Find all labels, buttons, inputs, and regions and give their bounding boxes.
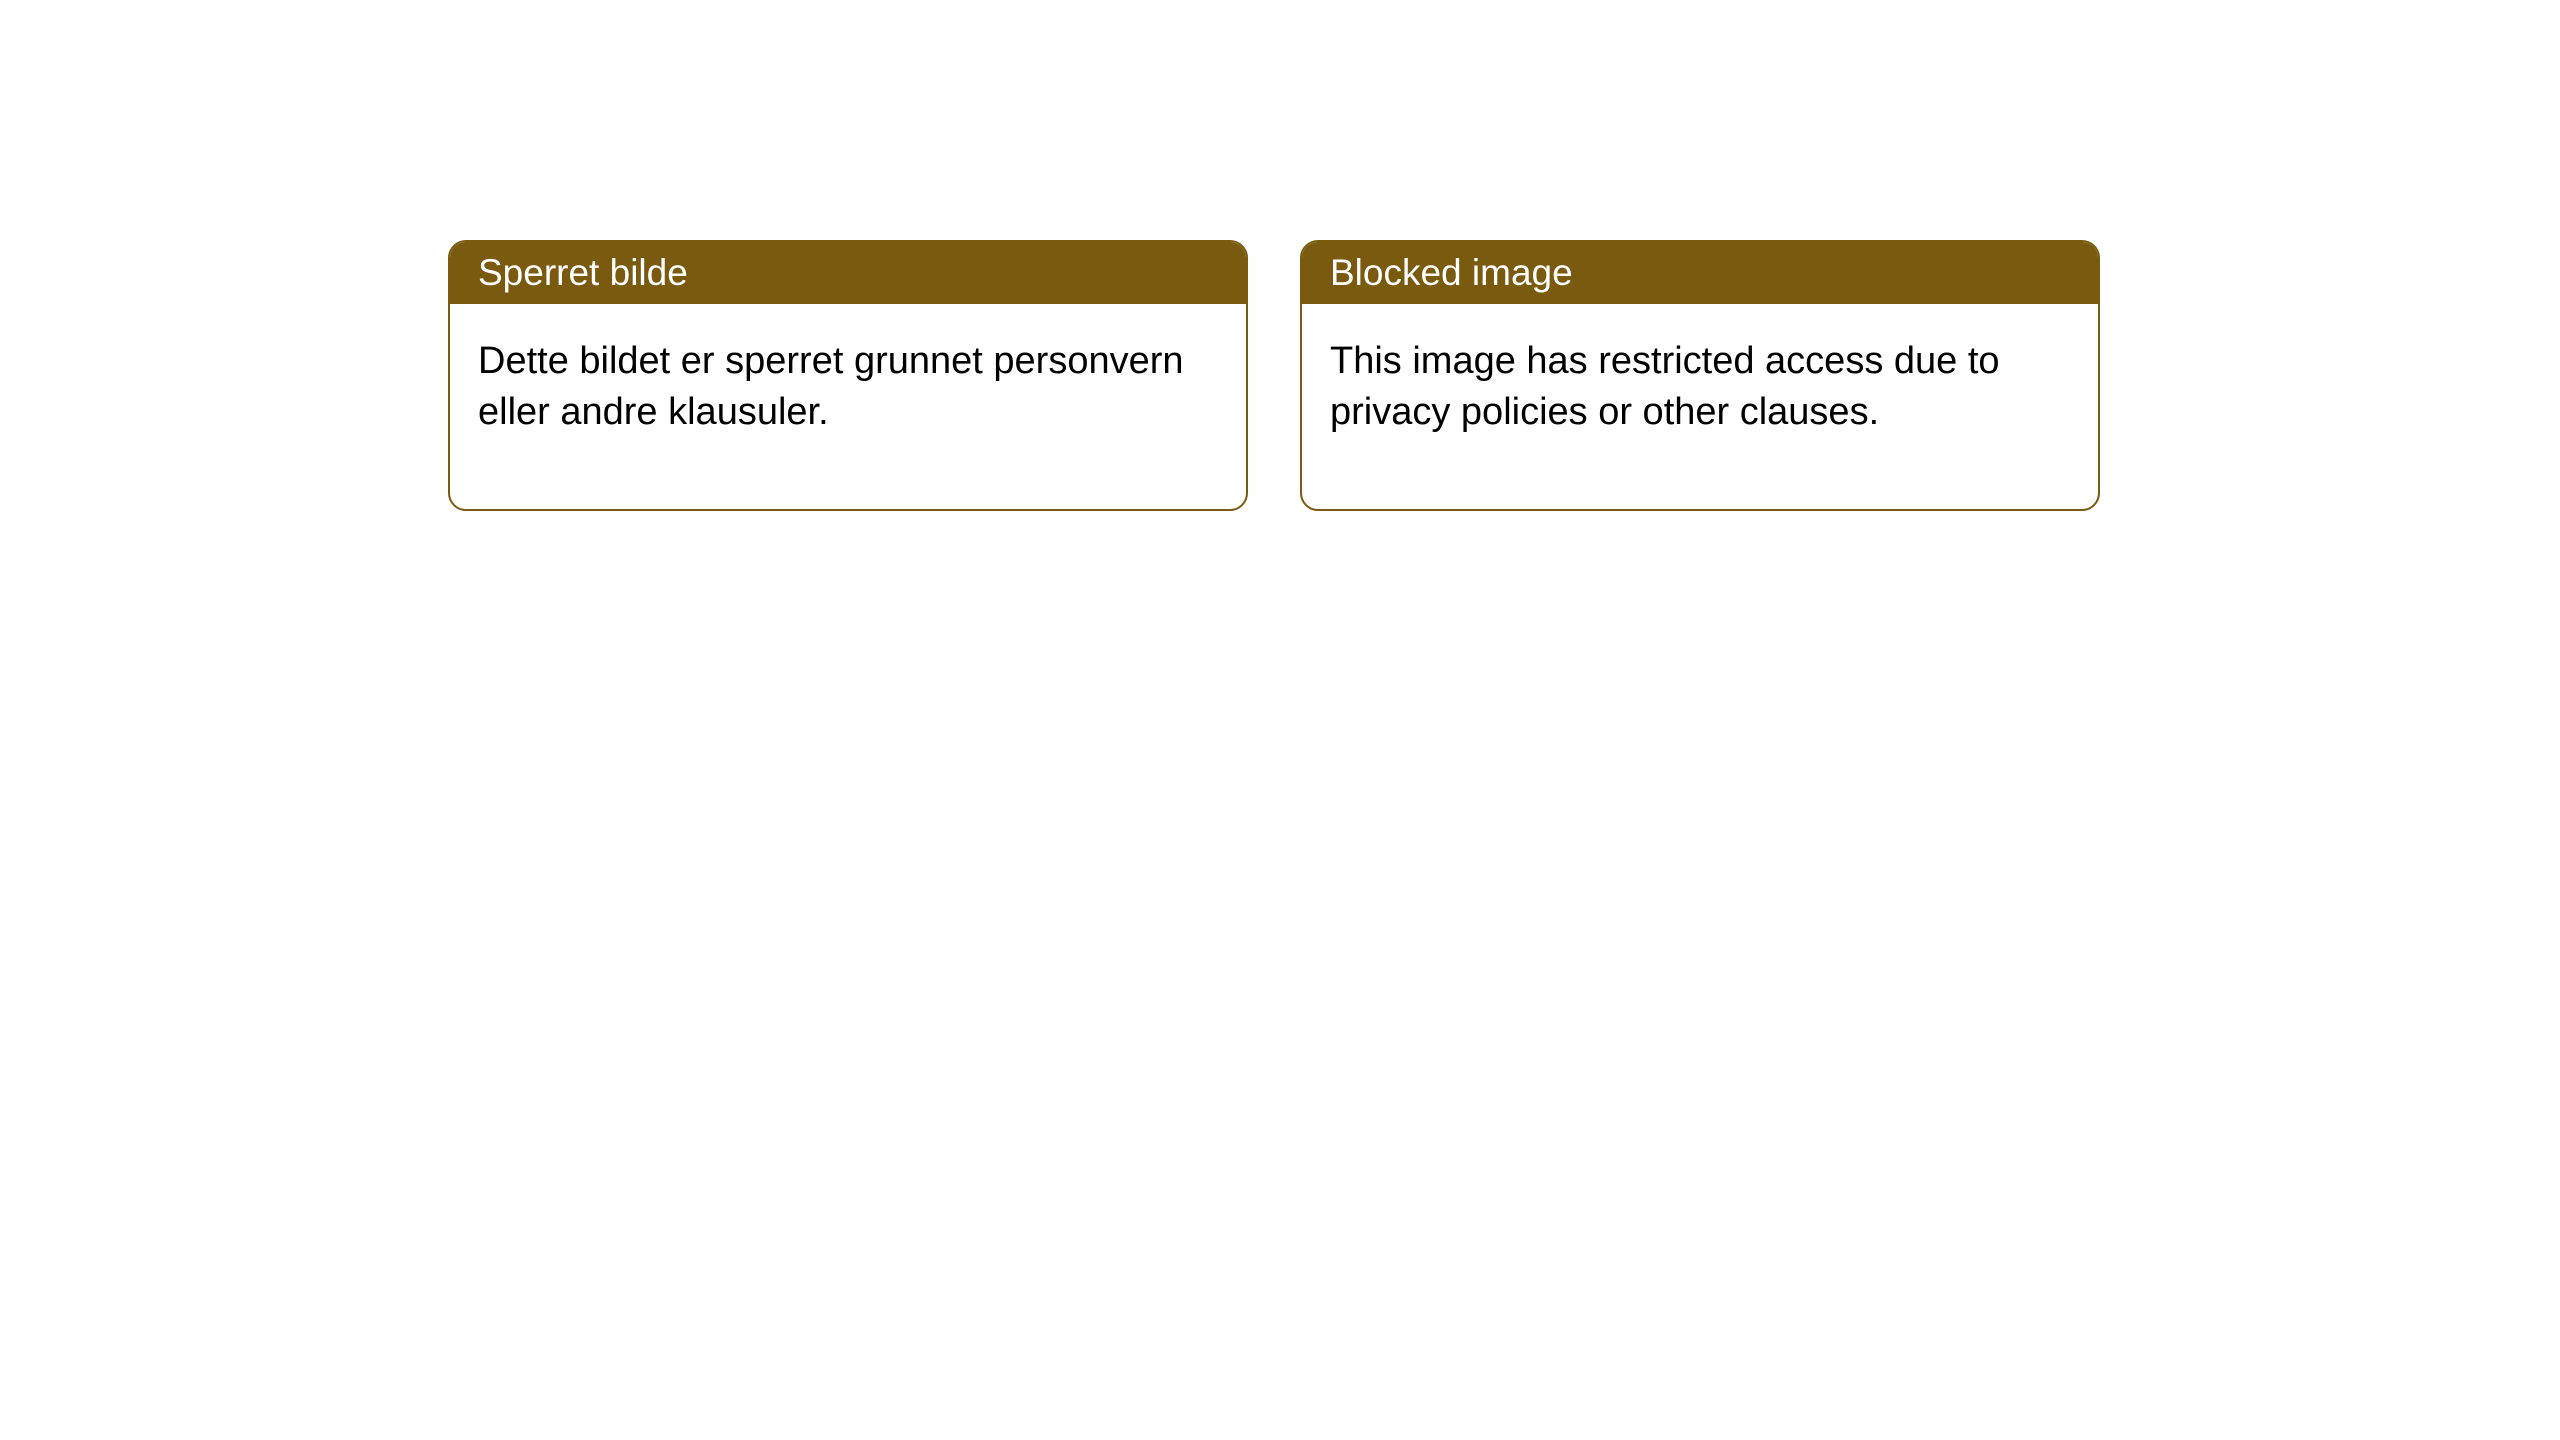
notice-header: Sperret bilde <box>450 242 1246 304</box>
notice-title: Sperret bilde <box>478 252 688 293</box>
notice-header: Blocked image <box>1302 242 2098 304</box>
notice-cards-container: Sperret bilde Dette bildet er sperret gr… <box>448 240 2100 511</box>
notice-title: Blocked image <box>1330 252 1573 293</box>
notice-text: Dette bildet er sperret grunnet personve… <box>478 340 1184 433</box>
notice-text: This image has restricted access due to … <box>1330 340 2000 433</box>
notice-card-norwegian: Sperret bilde Dette bildet er sperret gr… <box>448 240 1248 511</box>
notice-body: Dette bildet er sperret grunnet personve… <box>450 304 1246 509</box>
notice-card-english: Blocked image This image has restricted … <box>1300 240 2100 511</box>
notice-body: This image has restricted access due to … <box>1302 304 2098 509</box>
